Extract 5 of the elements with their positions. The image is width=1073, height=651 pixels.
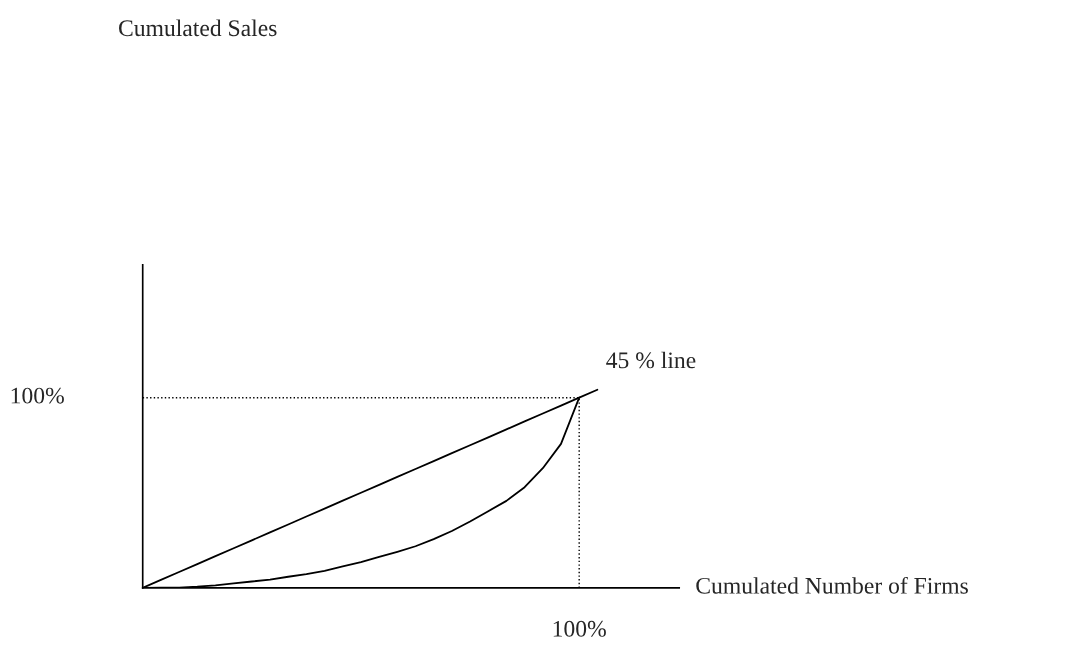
- text: 45 % line: [606, 351, 696, 369]
- text: 100%: [11, 387, 64, 404]
- text: Cumulated Sales: [119, 19, 277, 37]
- x-axis-title: Cumulated Number of Firms: [696, 576, 968, 594]
- text: 100%: [553, 620, 606, 637]
